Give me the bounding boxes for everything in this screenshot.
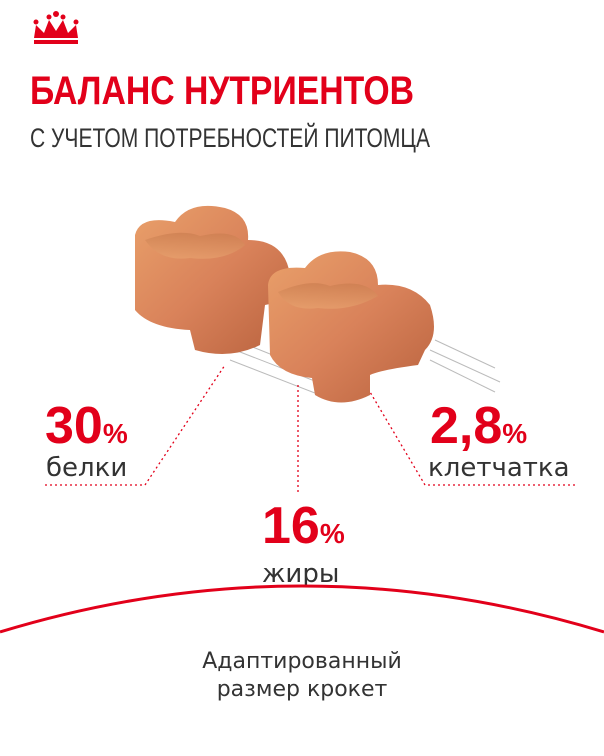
nutrient-value: 2,8% (430, 397, 527, 455)
nutrient-label: клетчатка (428, 453, 570, 483)
title: БАЛАНС НУТРИЕНТОВ (30, 69, 414, 113)
footer-arc (0, 584, 604, 634)
value: 30 (45, 397, 103, 455)
kibbles-illustration (135, 205, 501, 403)
unit: % (320, 518, 345, 549)
nutrient-value: 16% (262, 497, 345, 555)
footer-text: размер крокет (217, 677, 388, 702)
value: 16 (262, 497, 320, 555)
footer-panel (0, 586, 604, 756)
nutrient-value: 30% (45, 397, 128, 455)
subtitle: С УЧЕТОМ ПОТРЕБНОСТЕЙ ПИТОМЦА (30, 122, 430, 153)
unit: % (502, 418, 527, 449)
footer-text: Адаптированный (202, 649, 402, 674)
nutrient-label: белки (46, 453, 127, 483)
leader-line (45, 364, 226, 486)
value: 2,8 (430, 397, 502, 455)
leader-line (369, 391, 575, 486)
unit: % (103, 418, 128, 449)
nutrient-label: жиры (262, 559, 339, 589)
logo (33, 11, 79, 44)
